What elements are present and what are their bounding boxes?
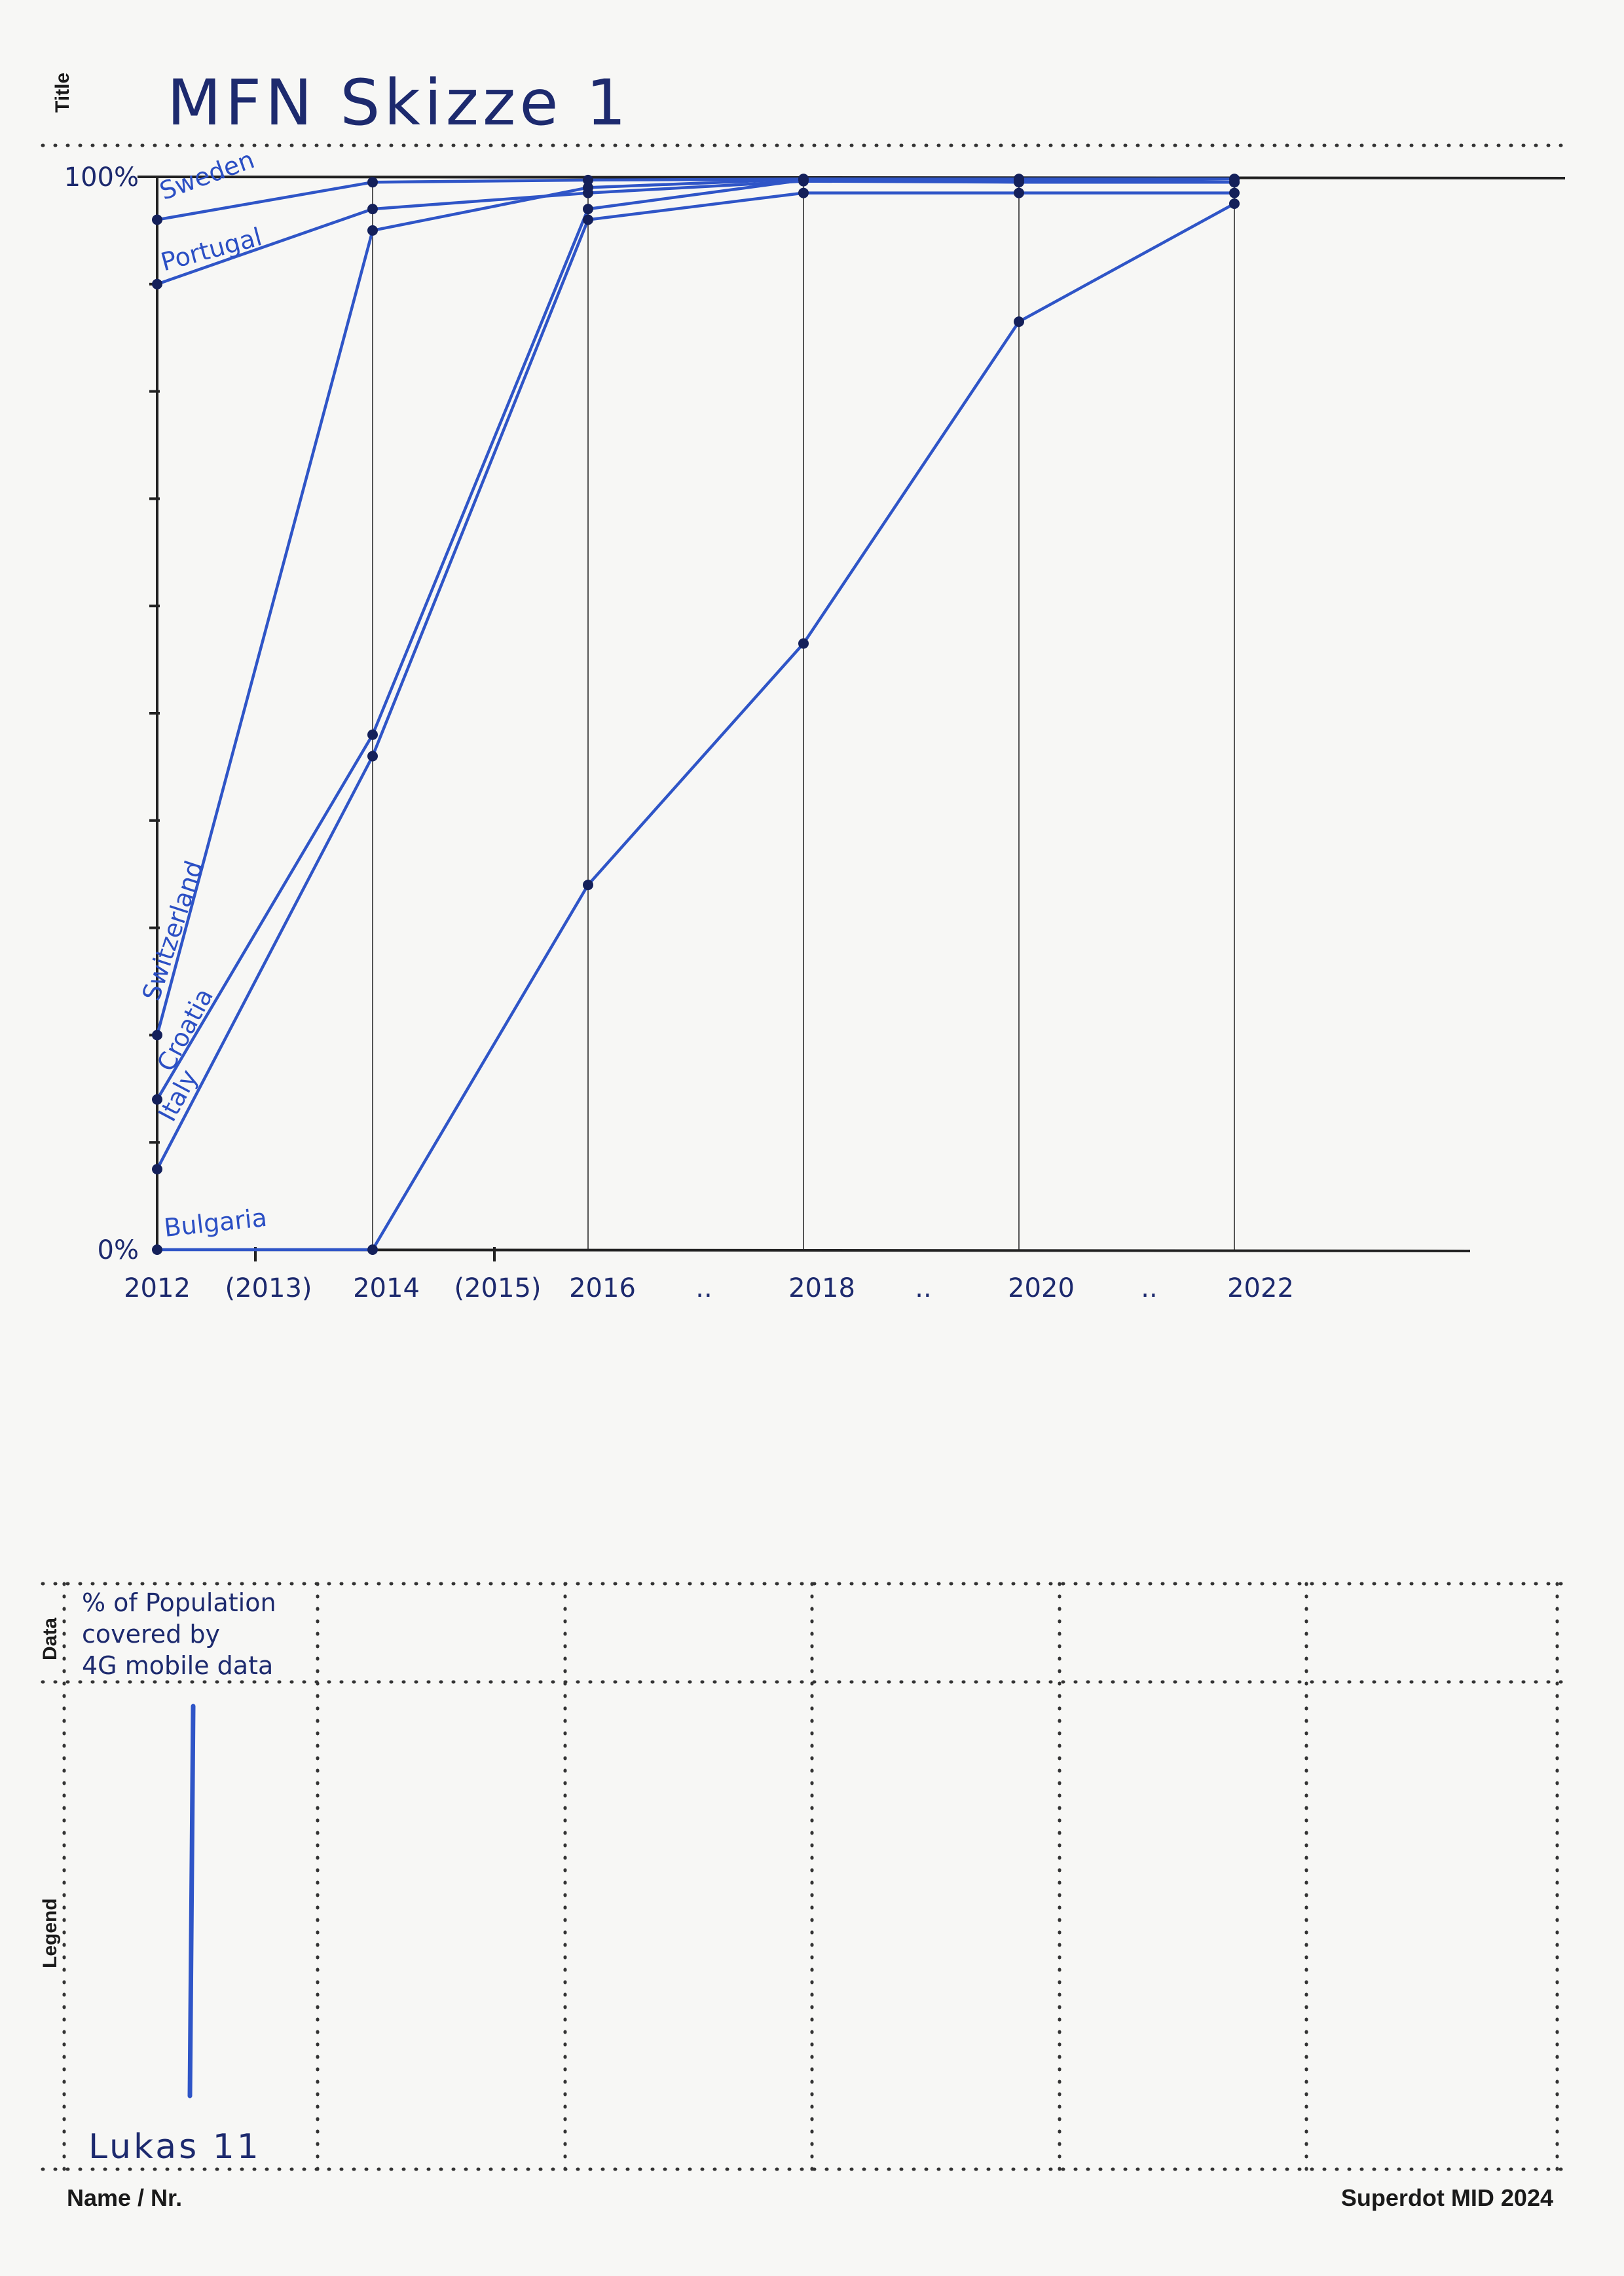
series-label-sweden: Sweden — [156, 145, 258, 206]
x-tick-label-4: 2016 — [569, 1273, 636, 1303]
x-tick-label-6: 2018 — [788, 1273, 855, 1303]
x-tick-label-2: 2014 — [353, 1273, 420, 1303]
data-point-sweden-2012 — [152, 214, 162, 225]
x-tick-label-0: 2012 — [124, 1273, 191, 1303]
chart-axes — [137, 176, 1566, 1261]
data-point-bulgaria-2014 — [367, 1244, 378, 1255]
data-point-croatia-2016 — [583, 204, 593, 215]
chart-grid — [372, 177, 1235, 1250]
data-point-sweden-2016 — [583, 174, 593, 185]
legend-line-sample — [187, 1704, 196, 2099]
data-point-bulgaria-2016 — [583, 880, 593, 891]
data-point-italy-2018 — [798, 187, 809, 198]
series-line-sweden — [157, 177, 1234, 221]
series-line-croatia — [156, 178, 1235, 1100]
x-tick-label-9: .. — [1141, 1273, 1157, 1303]
data-note: % of Population covered by 4G mobile dat… — [82, 1588, 284, 1680]
x-tick-label-1: (2013) — [225, 1273, 312, 1303]
data-point-italy-2012 — [152, 1164, 162, 1175]
data-point-italy-2014 — [367, 751, 378, 762]
data-point-bulgaria-2020 — [1014, 316, 1024, 327]
data-point-portugal-2014 — [367, 204, 378, 215]
y-tick-label-100: 100% — [64, 162, 139, 193]
series-label-bulgaria: Bulgaria — [162, 1203, 268, 1242]
series-line-bulgaria — [157, 202, 1236, 1252]
data-point-switzerland-2016 — [583, 182, 593, 193]
x-tick-label-10: 2022 — [1227, 1273, 1294, 1303]
data-point-croatia-2014 — [367, 729, 378, 740]
side-label-legend: Legend — [39, 1898, 61, 1968]
data-point-switzerland-2012 — [152, 1030, 162, 1041]
data-point-croatia-2022 — [1229, 177, 1240, 188]
footer-name-label: Name / Nr. — [67, 2184, 182, 2211]
data-point-sweden-2014 — [367, 177, 378, 188]
reference-line-100 — [137, 176, 1566, 179]
x-tick-label-5: .. — [695, 1273, 712, 1303]
signature: Lukas 11 — [88, 2127, 261, 2167]
x-tick-label-3: (2015) — [454, 1273, 541, 1303]
chart-title: MFN Skizze 1 — [167, 66, 630, 140]
series-line-switzerland — [155, 177, 1234, 1035]
line-chart: 0% 100% 2012 (2013) 2014 (2015) 2016.. 2018.. 20… — [64, 145, 1566, 1303]
x-tick-label-8: 2020 — [1008, 1273, 1075, 1303]
data-point-croatia-2012 — [152, 1094, 162, 1105]
footer-brand: Superdot MID 2024 — [1341, 2184, 1553, 2211]
data-point-bulgaria-2022 — [1229, 198, 1240, 209]
chart-series — [152, 174, 1240, 1255]
data-point-portugal-2012 — [152, 278, 162, 289]
series-line-portugal — [157, 179, 1234, 286]
data-point-bulgaria-2018 — [798, 638, 809, 649]
data-point-switzerland-2014 — [367, 225, 378, 236]
x-tick-label-7: .. — [915, 1273, 931, 1303]
y-tick-label-0: 0% — [98, 1235, 139, 1265]
side-label-title: Title — [52, 73, 73, 113]
series-label-portugal: Portugal — [158, 222, 265, 276]
data-point-italy-2022 — [1229, 187, 1240, 198]
data-point-italy-2016 — [583, 214, 593, 225]
chart-labels: 0% 100% 2012 (2013) 2014 (2015) 2016.. 2018.. 20… — [64, 145, 1294, 1303]
series-line-italy — [156, 191, 1234, 1170]
data-point-croatia-2018 — [798, 174, 809, 185]
data-point-bulgaria-2012 — [152, 1244, 162, 1255]
data-point-croatia-2020 — [1014, 174, 1024, 185]
data-point-italy-2020 — [1014, 187, 1024, 198]
side-label-data: Data — [39, 1618, 61, 1660]
